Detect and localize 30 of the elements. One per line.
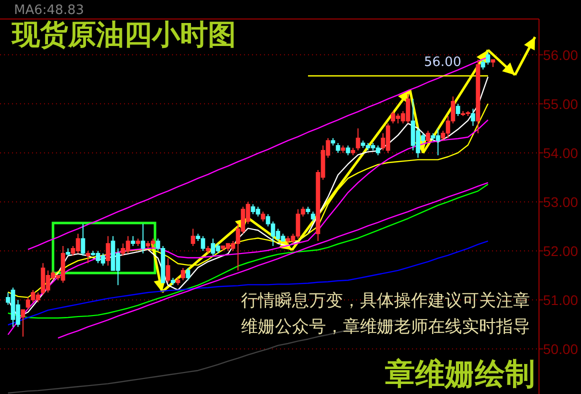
candlestick xyxy=(470,108,476,126)
candlestick xyxy=(356,128,360,151)
candlestick xyxy=(190,228,196,246)
y-tick-label: 53.00 xyxy=(543,194,578,210)
chart-title: 现货原油四小时图 xyxy=(11,18,236,51)
candlestick xyxy=(80,223,86,256)
y-tick-label: 55.00 xyxy=(543,96,578,112)
candlestick xyxy=(106,236,110,266)
candlestick xyxy=(140,223,146,254)
candlestick xyxy=(166,258,170,284)
candlestick xyxy=(186,268,190,281)
y-tick-label: 56.00 xyxy=(543,46,578,63)
annotation: 行情瞬息万变，具体操作建议可关注章维姗公众号，章维姗老师在线实时指导 xyxy=(241,291,530,337)
candlestick xyxy=(130,236,136,246)
candlestick xyxy=(260,211,266,222)
candlestick xyxy=(346,144,350,156)
annotation: 章维姗绘制 xyxy=(385,357,535,392)
y-tick-label: 54.00 xyxy=(543,144,578,161)
text: MA6:48.83 xyxy=(14,3,84,18)
candlestick xyxy=(180,268,186,281)
y-tick-label: 51.00 xyxy=(543,292,578,308)
y-tick-label: 52.00 xyxy=(543,242,578,259)
candlestick xyxy=(336,142,340,154)
candlestick xyxy=(426,130,430,144)
candlestick xyxy=(20,309,26,338)
candlestick xyxy=(310,211,316,222)
candlestick xyxy=(456,103,460,117)
annotation: 56.00 xyxy=(424,55,462,70)
y-tick-label: 50.00 xyxy=(543,340,578,357)
candlestick xyxy=(86,250,90,264)
